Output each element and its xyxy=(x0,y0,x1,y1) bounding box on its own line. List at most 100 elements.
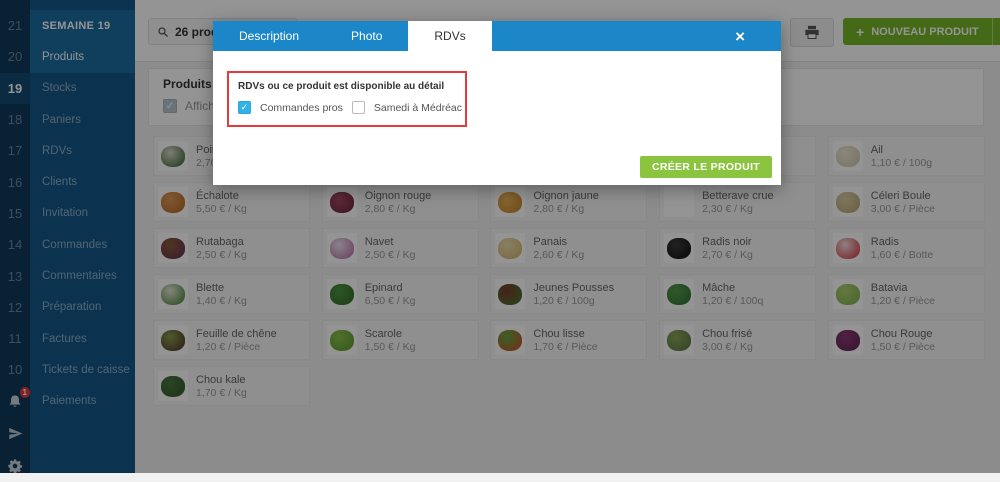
product-card[interactable]: Blette 1,40 € / Kg xyxy=(153,274,310,314)
product-image-icon xyxy=(161,145,185,167)
product-thumbnail xyxy=(158,141,188,171)
new-product-label: NOUVEAU PRODUIT xyxy=(871,25,979,38)
sidebar-item-pr-paration[interactable]: Préparation xyxy=(42,301,102,314)
product-thumbnail xyxy=(158,371,188,401)
product-card[interactable]: Betterave crue 2,30 € / Kg xyxy=(659,182,817,222)
product-card[interactable]: Radis noir 2,70 € / Kg xyxy=(659,228,817,268)
product-card[interactable]: Chou Rouge 1,50 € / Pièce xyxy=(827,320,985,360)
week-12[interactable]: 12 xyxy=(7,299,23,315)
product-card[interactable]: Epinard 6,50 € / Kg xyxy=(321,274,479,314)
week-17[interactable]: 17 xyxy=(7,143,23,159)
product-thumbnail xyxy=(832,187,863,217)
product-name: Radis noir xyxy=(702,235,752,248)
new-product-button[interactable]: + NOUVEAU PRODUIT xyxy=(843,18,992,45)
sidebar-item-invitation[interactable]: Invitation xyxy=(42,207,89,220)
product-card[interactable]: Mâche 1,20 € / 100q xyxy=(659,274,817,314)
week-13[interactable]: 13 xyxy=(7,268,23,284)
product-card[interactable]: Ail 1,10 € / 100g xyxy=(827,136,985,176)
new-product-dropdown-button[interactable] xyxy=(991,18,1000,45)
product-name: Feuille de chêne xyxy=(196,327,277,340)
product-thumbnail xyxy=(664,325,695,355)
checkbox-label: Samedi à Médréac xyxy=(373,101,463,114)
checkbox-samedi-m-dr-ac[interactable] xyxy=(351,101,365,114)
notifications-button[interactable]: 1 xyxy=(0,386,30,418)
week-14[interactable]: 14 xyxy=(7,237,23,253)
tab-description[interactable]: Description xyxy=(239,29,300,43)
sidebar-item-factures[interactable]: Factures xyxy=(42,332,87,345)
sidebar-item-produits[interactable]: Produits xyxy=(30,41,135,73)
product-card[interactable]: Jeunes Pousses 1,20 € / 100g xyxy=(490,274,648,314)
sidebar-item-stocks[interactable]: Stocks xyxy=(42,82,77,95)
product-thumbnail xyxy=(158,325,188,355)
product-image-icon xyxy=(498,191,523,213)
rdv-checkbox-row: ✓ Commandes pros Samedi à Médréac xyxy=(238,101,465,114)
product-name: Chou lisse xyxy=(533,327,585,340)
week-21[interactable]: 21 xyxy=(7,18,23,34)
product-card[interactable]: Rutabaga 2,50 € / Kg xyxy=(153,228,310,268)
week-15[interactable]: 15 xyxy=(7,205,23,221)
tab-photo[interactable]: Photo xyxy=(351,29,383,43)
week-20[interactable]: 20 xyxy=(7,49,23,65)
product-card[interactable]: Panais 2,60 € / Kg xyxy=(490,228,648,268)
product-card[interactable]: Navet 2,50 € / Kg xyxy=(321,228,479,268)
product-name: Céleri Boule xyxy=(870,189,931,202)
product-image-icon xyxy=(329,283,354,305)
product-card[interactable]: Chou lisse 1,70 € / Pièce xyxy=(490,320,648,360)
product-price: 2,30 € / Kg xyxy=(702,202,753,215)
product-thumbnail xyxy=(326,233,357,263)
product-card[interactable]: Chou kale 1,70 € / Kg xyxy=(153,366,310,406)
product-price: 1,50 € / Kg xyxy=(364,340,416,353)
product-card[interactable]: Céleri Boule 3,00 € / Pièce xyxy=(827,182,985,222)
product-modal: Description Photo RDVs × RDVs ou ce produi… xyxy=(213,21,781,185)
product-price: 2,50 € / Kg xyxy=(196,248,247,261)
checkbox-label: Commandes pros xyxy=(260,101,343,114)
modal-tabs: Description Photo RDVs xyxy=(213,21,492,51)
product-card[interactable]: Oignon jaune 2,80 € / Kg xyxy=(490,182,648,222)
product-name: Chou Rouge xyxy=(870,327,933,340)
product-image-icon xyxy=(835,329,860,351)
week-19[interactable]: 19 xyxy=(0,72,30,104)
filter-checkbox-label: Affiche xyxy=(185,99,222,113)
product-card[interactable]: Chou frisé 3,00 € / Kg xyxy=(659,320,817,360)
product-card[interactable]: Radis 1,60 € / Botte xyxy=(827,228,985,268)
product-name: Ail xyxy=(870,143,883,156)
product-card[interactable]: Feuille de chêne 1,20 € / Pièce xyxy=(153,320,310,360)
send-button[interactable] xyxy=(0,418,30,450)
product-card[interactable]: Batavia 1,20 € / Pièce xyxy=(827,274,985,314)
product-price: 1,20 € / Pièce xyxy=(870,294,935,307)
week-18[interactable]: 18 xyxy=(7,112,23,128)
product-thumbnail xyxy=(326,279,357,309)
close-icon: × xyxy=(735,26,745,46)
product-name: Chou kale xyxy=(196,373,246,386)
product-name: Oignon rouge xyxy=(364,189,432,202)
week-16[interactable]: 16 xyxy=(7,174,23,190)
tab-rdvs[interactable]: RDVs xyxy=(408,21,492,51)
product-price: 3,00 € / Kg xyxy=(702,340,753,353)
checkbox-commandes-pros[interactable]: ✓ xyxy=(238,101,251,114)
sidebar-item-tickets-de-caisse[interactable]: Tickets de caisse xyxy=(42,363,130,376)
sidebar-item-paiements[interactable]: Paiements xyxy=(42,395,97,408)
week-10[interactable]: 10 xyxy=(7,362,23,378)
product-card[interactable]: Scarole 1,50 € / Kg xyxy=(321,320,479,360)
print-button[interactable] xyxy=(790,18,834,47)
product-thumbnail xyxy=(664,279,695,309)
paper-plane-icon xyxy=(8,427,22,440)
product-image-icon xyxy=(667,237,692,259)
product-card[interactable]: Oignon rouge 2,80 € / Kg xyxy=(321,182,479,222)
close-button[interactable]: × xyxy=(735,21,745,51)
bell-icon xyxy=(9,394,21,407)
week-11[interactable]: 11 xyxy=(8,331,22,347)
product-thumbnail xyxy=(495,187,526,217)
sidebar-item-rdvs[interactable]: RDVs xyxy=(42,144,73,157)
sidebar-item-commentaires[interactable]: Commentaires xyxy=(42,270,117,283)
settings-button[interactable] xyxy=(0,450,30,482)
sidebar-item-clients[interactable]: Clients xyxy=(42,176,78,189)
filter-checkbox[interactable]: ✓ xyxy=(163,99,177,113)
product-thumbnail xyxy=(832,141,863,171)
product-card[interactable]: Échalote 5,50 € / Kg xyxy=(153,182,310,222)
product-price: 2,60 € / Kg xyxy=(533,248,585,261)
sidebar-item-commandes[interactable]: Commandes xyxy=(42,238,108,251)
create-product-button[interactable]: CRÉER LE PRODUIT xyxy=(639,156,772,178)
sidebar-item-paniers[interactable]: Paniers xyxy=(42,113,81,126)
product-name: Mâche xyxy=(702,281,736,294)
